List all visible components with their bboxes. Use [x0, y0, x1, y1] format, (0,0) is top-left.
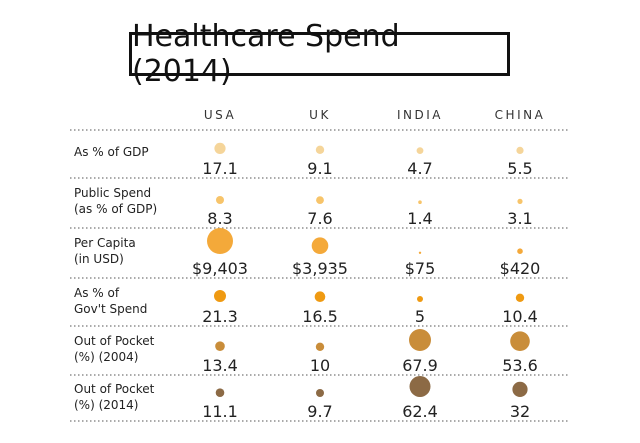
bubble-as-of-gdp-usa: [214, 142, 226, 154]
bubble-per-capita-in-usd-china: [517, 248, 523, 254]
bubble-out-of-pocket-2014-china: [512, 381, 528, 397]
bubble-as-of-gdp-india: [416, 147, 424, 155]
value-out-of-pocket-2004-india: 67.9: [402, 356, 438, 375]
column-header-india: INDIA: [397, 108, 443, 122]
row-label-out-of-pocket-2014-line-2: (%) (2014): [74, 398, 138, 412]
value-public-spend-as-of-gdp-china: 3.1: [507, 209, 532, 228]
value-out-of-pocket-2004-uk: 10: [310, 356, 330, 375]
bubble-as-of-gov-t-spend-usa: [214, 290, 226, 302]
bubble-public-spend-as-of-gdp-usa: [216, 196, 224, 204]
value-public-spend-as-of-gdp-usa: 8.3: [207, 209, 232, 228]
bubble-out-of-pocket-2004-uk: [315, 342, 325, 351]
bubble-per-capita-in-usd-usa: [207, 228, 233, 254]
value-as-of-gdp-usa: 17.1: [202, 159, 238, 178]
bubble-per-capita-in-usd-uk: [311, 237, 329, 254]
value-per-capita-in-usd-china: $420: [500, 259, 541, 278]
row-label-out-of-pocket-2014-line-1: Out of Pocket: [74, 382, 155, 396]
bubble-out-of-pocket-2014-india: [409, 376, 431, 397]
bubble-as-of-gov-t-spend-india: [417, 296, 423, 302]
value-as-of-gov-t-spend-uk: 16.5: [302, 307, 338, 326]
row-label-as-of-gov-t-spend-line-2: Gov't Spend: [74, 302, 147, 316]
value-per-capita-in-usd-usa: $9,403: [192, 259, 248, 278]
bubble-out-of-pocket-2004-usa: [215, 341, 225, 352]
value-out-of-pocket-2014-india: 62.4: [402, 402, 438, 421]
row-label-public-spend-as-of-gdp-line-2: (as % of GDP): [74, 202, 157, 216]
row-label-out-of-pocket-2004-line-1: Out of Pocket: [74, 334, 155, 348]
row-label-per-capita-in-usd-line-2: (in USD): [74, 252, 124, 266]
value-out-of-pocket-2004-usa: 13.4: [202, 356, 238, 375]
row-label-public-spend-as-of-gdp-line-1: Public Spend: [74, 186, 151, 200]
value-per-capita-in-usd-uk: $3,935: [292, 259, 348, 278]
value-out-of-pocket-2014-uk: 9.7: [307, 402, 332, 421]
bubble-per-capita-in-usd-india: [418, 251, 422, 254]
bubble-out-of-pocket-2014-uk: [316, 389, 324, 397]
bubble-as-of-gov-t-spend-china: [515, 293, 525, 302]
bubble-as-of-gdp-uk: [315, 145, 325, 154]
bubble-as-of-gov-t-spend-uk: [314, 291, 326, 303]
column-header-uk: UK: [309, 108, 331, 122]
value-out-of-pocket-2014-china: 32: [510, 402, 530, 421]
bubble-public-spend-as-of-gdp-uk: [316, 196, 324, 205]
row-label-as-of-gdp: As % of GDP: [74, 145, 149, 159]
value-as-of-gdp-uk: 9.1: [307, 159, 332, 178]
value-as-of-gov-t-spend-india: 5: [415, 307, 425, 326]
bubble-public-spend-as-of-gdp-china: [517, 198, 523, 204]
column-header-usa: USA: [204, 108, 236, 122]
row-label-out-of-pocket-2004-line-2: (%) (2004): [74, 350, 138, 364]
value-public-spend-as-of-gdp-india: 1.4: [407, 209, 432, 228]
value-as-of-gov-t-spend-china: 10.4: [502, 307, 538, 326]
bubble-out-of-pocket-2014-usa: [215, 388, 225, 398]
bubble-public-spend-as-of-gdp-india: [418, 200, 422, 204]
row-label-as-of-gov-t-spend-line-1: As % of: [74, 286, 120, 300]
row-label-per-capita-in-usd-line-1: Per Capita: [74, 236, 136, 250]
value-out-of-pocket-2004-china: 53.6: [502, 356, 538, 375]
bubble-as-of-gdp-china: [516, 146, 524, 154]
bubble-out-of-pocket-2004-india: [409, 329, 431, 351]
value-out-of-pocket-2014-usa: 11.1: [202, 402, 238, 421]
value-as-of-gov-t-spend-usa: 21.3: [202, 307, 238, 326]
column-header-china: CHINA: [495, 108, 546, 122]
value-public-spend-as-of-gdp-uk: 7.6: [307, 209, 332, 228]
value-as-of-gdp-china: 5.5: [507, 159, 532, 178]
bubble-out-of-pocket-2004-china: [510, 331, 530, 352]
value-per-capita-in-usd-india: $75: [405, 259, 436, 278]
value-as-of-gdp-india: 4.7: [407, 159, 432, 178]
